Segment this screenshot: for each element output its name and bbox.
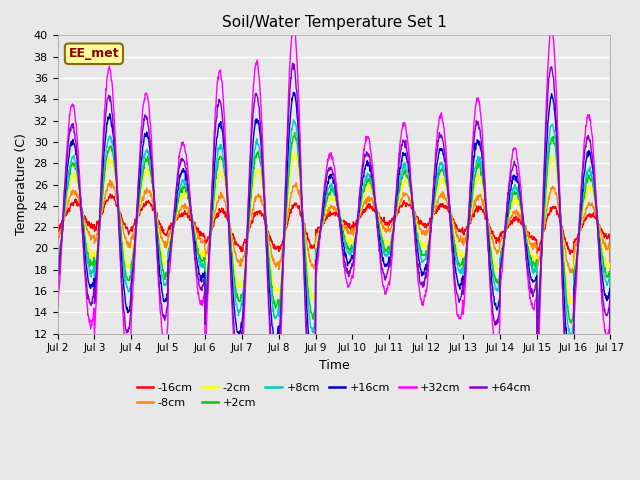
-2cm [177, 194, 184, 200]
+2cm [54, 263, 61, 268]
+32cm [239, 358, 246, 364]
+16cm [493, 305, 500, 311]
+16cm [541, 172, 549, 178]
-16cm [607, 462, 614, 468]
+16cm [420, 269, 428, 275]
+64cm [420, 283, 428, 288]
+8cm [239, 301, 246, 307]
+16cm [239, 316, 246, 322]
+64cm [493, 318, 500, 324]
-16cm [54, 229, 61, 235]
+16cm [290, 89, 298, 95]
+8cm [177, 183, 184, 189]
Line: +32cm: +32cm [58, 24, 611, 465]
+2cm [239, 291, 246, 297]
X-axis label: Time: Time [319, 359, 349, 372]
+64cm [54, 288, 61, 293]
-8cm [164, 239, 172, 245]
Line: -16cm: -16cm [58, 194, 611, 465]
-2cm [54, 250, 61, 256]
+2cm [177, 190, 184, 195]
-8cm [420, 230, 428, 236]
+2cm [541, 200, 549, 206]
+32cm [54, 306, 61, 312]
+8cm [420, 258, 428, 264]
-16cm [106, 191, 114, 197]
-8cm [493, 249, 500, 254]
Line: -2cm: -2cm [58, 153, 611, 465]
+32cm [492, 346, 500, 351]
Line: +16cm: +16cm [58, 92, 611, 463]
-2cm [541, 209, 549, 215]
Y-axis label: Temperature (C): Temperature (C) [15, 133, 28, 236]
+64cm [607, 464, 614, 469]
+8cm [54, 266, 61, 272]
Line: +2cm: +2cm [58, 132, 611, 464]
-16cm [239, 249, 246, 254]
Legend: -16cm, -8cm, -2cm, +2cm, +8cm, +16cm, +32cm, +64cm: -16cm, -8cm, -2cm, +2cm, +8cm, +16cm, +3… [132, 378, 536, 412]
+64cm [163, 304, 171, 310]
+2cm [420, 252, 428, 258]
+2cm [607, 461, 614, 467]
+16cm [163, 291, 171, 297]
-16cm [541, 226, 549, 232]
-16cm [493, 240, 500, 246]
-16cm [420, 221, 428, 227]
+32cm [177, 146, 184, 152]
+64cm [541, 146, 549, 152]
+64cm [239, 326, 246, 332]
-2cm [493, 265, 500, 271]
+8cm [163, 276, 171, 282]
Text: EE_met: EE_met [68, 47, 119, 60]
-8cm [541, 220, 549, 226]
+32cm [607, 462, 614, 468]
+2cm [163, 269, 171, 275]
+2cm [291, 130, 298, 135]
-2cm [239, 278, 246, 284]
-8cm [607, 463, 614, 468]
Title: Soil/Water Temperature Set 1: Soil/Water Temperature Set 1 [221, 15, 447, 30]
+32cm [420, 299, 428, 305]
+32cm [547, 21, 555, 26]
-8cm [177, 207, 185, 213]
-2cm [420, 243, 428, 249]
-8cm [54, 240, 61, 245]
+64cm [289, 60, 296, 66]
+8cm [541, 191, 549, 197]
-2cm [607, 462, 614, 468]
Line: +8cm: +8cm [58, 120, 611, 464]
+16cm [54, 279, 61, 285]
+2cm [493, 279, 500, 285]
Line: -8cm: -8cm [58, 180, 611, 466]
+32cm [163, 330, 171, 336]
+32cm [541, 147, 548, 153]
-16cm [177, 214, 185, 220]
-8cm [239, 258, 246, 264]
-2cm [291, 150, 298, 156]
+16cm [607, 460, 614, 466]
-8cm [106, 177, 114, 183]
-16cm [164, 233, 172, 239]
+8cm [290, 117, 298, 123]
+64cm [177, 158, 184, 164]
-2cm [163, 259, 171, 265]
Line: +64cm: +64cm [58, 63, 611, 467]
+8cm [493, 288, 500, 293]
+16cm [177, 173, 184, 179]
+8cm [607, 461, 614, 467]
